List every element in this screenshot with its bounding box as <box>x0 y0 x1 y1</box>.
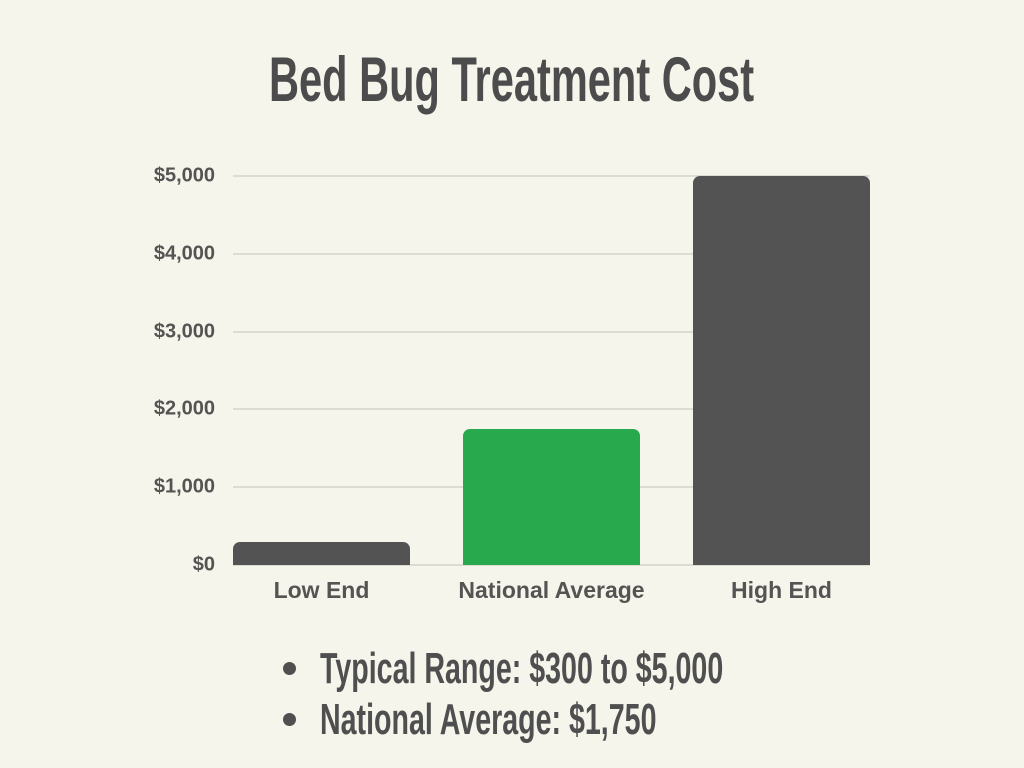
gridline <box>233 408 870 411</box>
y-tick-label: $2,000 <box>153 397 215 420</box>
bullet-icon <box>283 662 296 675</box>
chart-title: Bed Bug Treatment Cost <box>0 44 1024 116</box>
y-tick-label: $5,000 <box>153 164 215 187</box>
y-axis: $0 $1,000 $2,000 $3,000 $4,000 $5,000 <box>0 165 215 576</box>
y-tick-label: $0 <box>192 553 215 576</box>
gridline <box>233 564 870 566</box>
note-text: National Average: $1,750 <box>320 694 657 744</box>
x-axis: Low End National Average High End <box>233 577 870 607</box>
y-tick-label: $3,000 <box>153 320 215 343</box>
gridline <box>233 252 870 255</box>
note-text: Typical Range: $300 to $5,000 <box>320 643 724 693</box>
y-tick-label: $4,000 <box>153 242 215 265</box>
bar-low-end <box>233 541 410 565</box>
y-tick-label: $1,000 <box>153 475 215 498</box>
bar-national-average <box>463 428 640 565</box>
x-tick-label: High End <box>731 577 832 603</box>
plot-area <box>233 175 870 566</box>
notes-list: Typical Range: $300 to $5,000 National A… <box>283 643 940 745</box>
note-item-typical-range: Typical Range: $300 to $5,000 <box>283 643 940 694</box>
chart-title-text: Bed Bug Treatment Cost <box>269 45 755 115</box>
x-tick-label: Low End <box>273 577 370 603</box>
x-tick-label: National Average <box>458 577 645 603</box>
gridline <box>233 175 870 177</box>
gridline <box>233 330 870 333</box>
bullet-icon <box>283 713 296 726</box>
note-item-national-average: National Average: $1,750 <box>283 694 940 745</box>
bar-high-end <box>693 176 870 565</box>
